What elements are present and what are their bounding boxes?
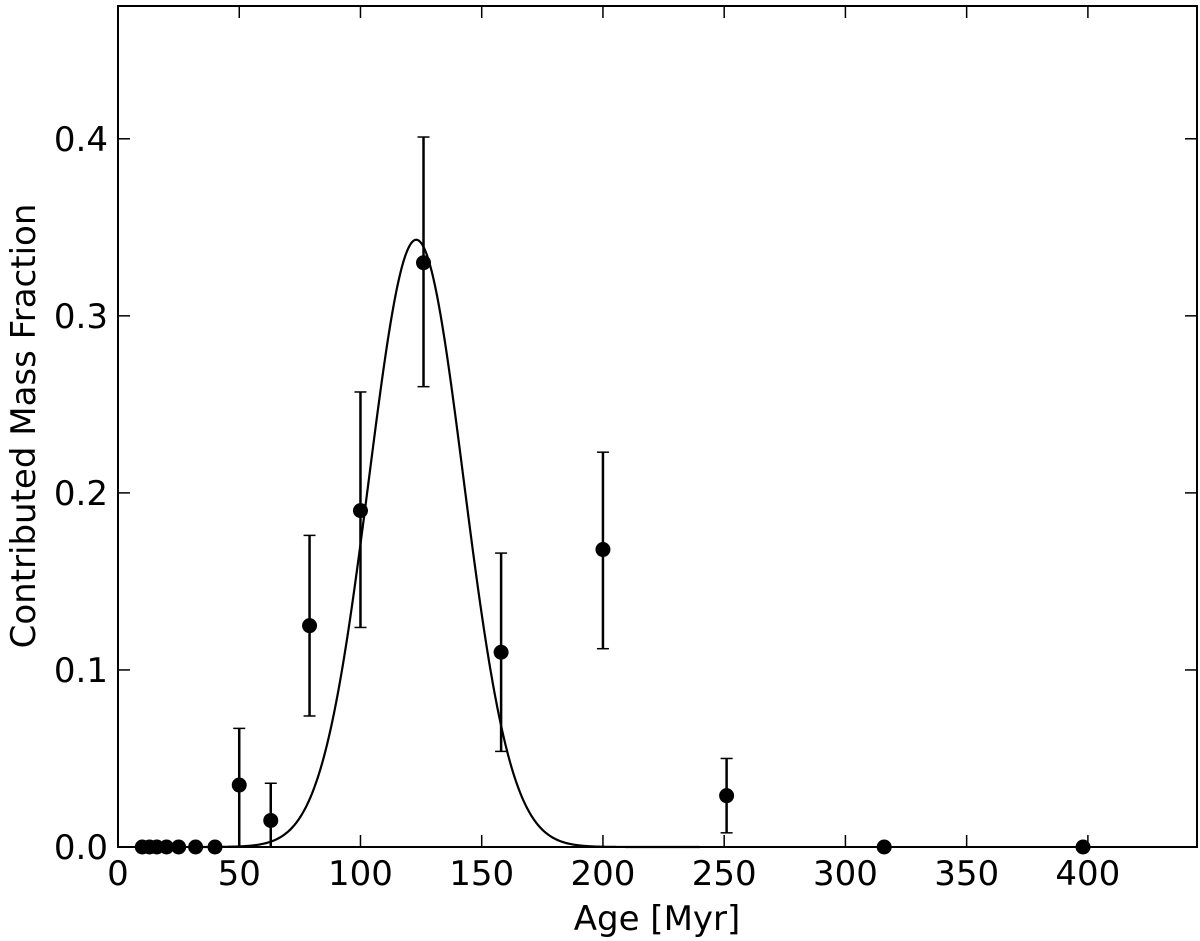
data-point <box>263 812 279 828</box>
data-point <box>231 777 247 793</box>
y-tick-label: 0.3 <box>54 297 108 337</box>
y-tick-label: 0.2 <box>54 474 108 514</box>
x-tick-label: 400 <box>1055 854 1120 894</box>
data-point <box>416 255 432 271</box>
tick-label-layer: 0 50 100 150 200 250 300 350 400 0.0 0.1 0.2 0.3 0.4 <box>54 120 1120 894</box>
x-tick-label: 50 <box>218 854 261 894</box>
data-point <box>719 788 735 804</box>
x-tick-label: 150 <box>449 854 514 894</box>
data-point <box>188 839 204 855</box>
x-tick-label: 0 <box>107 854 129 894</box>
data-point <box>595 542 611 558</box>
x-tick-label: 350 <box>934 854 999 894</box>
data-point <box>158 839 174 855</box>
data-point <box>171 839 187 855</box>
x-tick-label: 250 <box>692 854 757 894</box>
data-point <box>302 618 318 634</box>
x-axis-title: Age [Myr] <box>574 899 741 939</box>
x-tick-label: 100 <box>328 854 393 894</box>
gaussian-fit-layer <box>190 238 700 849</box>
data-point <box>1075 839 1091 855</box>
x-tick-label: 200 <box>570 854 635 894</box>
data-point <box>207 839 223 855</box>
y-tick-label: 0.1 <box>54 651 108 691</box>
tick-mark-layer <box>117 6 1197 848</box>
data-point <box>493 644 509 660</box>
errorbar-layer <box>233 136 733 848</box>
plot-frame <box>117 5 1198 848</box>
y-axis-title: Contributed Mass Fraction <box>4 204 44 649</box>
data-point-layer <box>134 255 1091 855</box>
data-point <box>352 503 368 519</box>
x-tick-label: 300 <box>813 854 878 894</box>
data-point <box>876 839 892 855</box>
gaussian-fit-curve <box>190 238 700 849</box>
y-tick-label: 0.4 <box>54 120 108 160</box>
y-tick-label: 0.0 <box>54 828 108 868</box>
